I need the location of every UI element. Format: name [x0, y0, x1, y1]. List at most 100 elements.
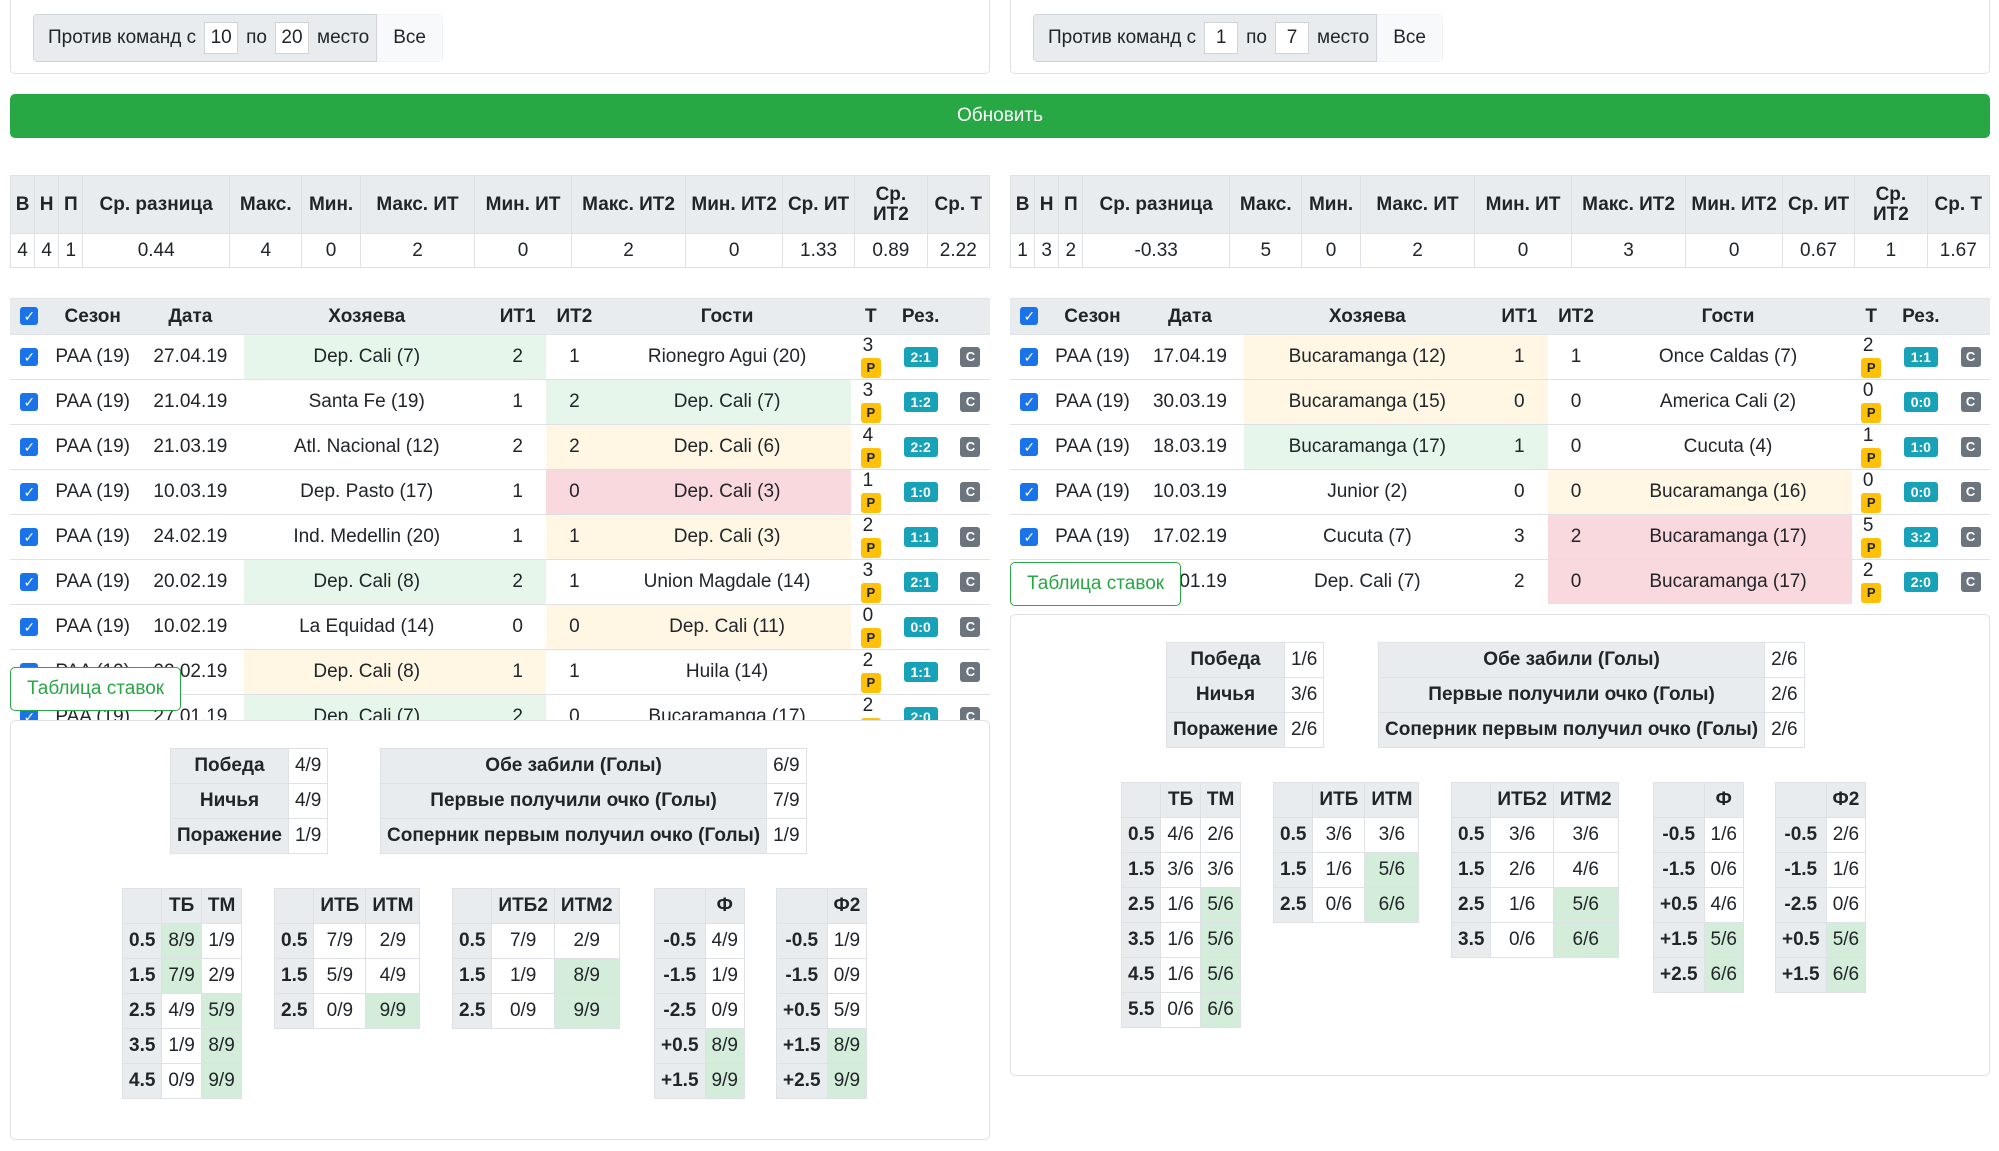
c-badge[interactable]: C [960, 346, 981, 367]
it1-cell: 1 [489, 514, 547, 560]
c-badge[interactable]: C [1960, 436, 1981, 457]
row-checkbox-cell[interactable]: ✓ [1010, 424, 1049, 470]
row-checkbox[interactable]: ✓ [1020, 392, 1039, 411]
p-badge[interactable]: P [860, 492, 881, 513]
c-badge[interactable]: C [960, 481, 981, 502]
score-badge[interactable]: 2:2 [903, 436, 938, 457]
score-badge[interactable]: 2:0 [1903, 571, 1938, 592]
result-label: Ничья [170, 783, 289, 819]
row-checkbox[interactable]: ✓ [20, 347, 39, 366]
score-badge[interactable]: 1:1 [1903, 346, 1938, 367]
filter-all-button[interactable]: Все [377, 14, 443, 62]
row-checkbox-cell[interactable]: ✓ [10, 604, 49, 650]
filter-from-input[interactable]: 10 [204, 22, 239, 54]
c-badge[interactable]: C [1960, 346, 1981, 367]
row-checkbox-cell[interactable]: ✓ [10, 514, 49, 560]
row-checkbox-cell[interactable]: ✓ [10, 424, 49, 470]
total-cell: 3P [851, 334, 891, 380]
filter-to-input[interactable]: 20 [275, 22, 309, 54]
stats-value: 2.22 [926, 233, 991, 268]
p-badge[interactable]: P [860, 672, 881, 693]
odds-header: ИТБ2 [1490, 782, 1554, 818]
score-badge[interactable]: 0:0 [1903, 481, 1938, 502]
p-badge[interactable]: P [1861, 402, 1882, 423]
row-checkbox[interactable]: ✓ [20, 437, 39, 456]
select-all-checkbox[interactable]: ✓ [1020, 307, 1039, 326]
goals-value: 1/9 [766, 818, 807, 854]
select-all-checkbox-cell[interactable]: ✓ [1010, 298, 1049, 335]
row-checkbox-cell[interactable]: ✓ [10, 469, 49, 515]
score-badge[interactable]: 2:1 [903, 346, 938, 367]
row-checkbox[interactable]: ✓ [1020, 437, 1039, 456]
p-badge[interactable]: P [860, 582, 881, 603]
c-badge[interactable]: C [960, 616, 981, 637]
c-badge[interactable]: C [960, 571, 981, 592]
row-checkbox[interactable]: ✓ [20, 392, 39, 411]
it2-cell: 0 [546, 604, 603, 650]
c-badge[interactable]: C [1960, 571, 1981, 592]
filter-to-input[interactable]: 7 [1275, 22, 1309, 54]
left-bets-table-button[interactable]: Таблица ставок [10, 667, 182, 711]
row-checkbox-cell[interactable]: ✓ [1010, 514, 1049, 560]
p-badge[interactable]: P [1861, 447, 1882, 468]
score-badge[interactable]: 1:0 [1903, 436, 1938, 457]
score-badge[interactable]: 1:0 [903, 481, 938, 502]
row-checkbox[interactable]: ✓ [20, 572, 39, 591]
odds-header [1775, 782, 1827, 818]
c-badge[interactable]: C [960, 661, 981, 682]
odds-header [1272, 782, 1314, 818]
row-checkbox-cell[interactable]: ✓ [1010, 379, 1049, 425]
score-badge[interactable]: 1:1 [903, 526, 938, 547]
c-badge[interactable]: C [1960, 391, 1981, 412]
right-odds-table: ИТБ ИТМ 0.5 3/6 3/6 1.5 1/6 5/6 2.5 0/6 6/6 [1272, 782, 1420, 923]
c-badge[interactable]: C [960, 391, 981, 412]
score-badge[interactable]: 0:0 [1903, 391, 1938, 412]
c-badge[interactable]: C [960, 526, 981, 547]
score-badge[interactable]: 0:0 [903, 616, 938, 637]
p-badge[interactable]: P [1861, 357, 1882, 378]
score-badge[interactable]: 3:2 [1903, 526, 1938, 547]
result-label: Ничья [1166, 677, 1285, 713]
score-badge[interactable]: 2:1 [903, 571, 938, 592]
odds-value: 9/9 [553, 993, 620, 1029]
row-checkbox[interactable]: ✓ [1020, 482, 1039, 501]
row-checkbox-cell[interactable]: ✓ [1010, 469, 1049, 515]
c-badge[interactable]: C [1960, 481, 1981, 502]
matches-header: Т [851, 298, 891, 335]
row-checkbox-cell[interactable]: ✓ [10, 334, 49, 380]
matches-header: Дата [1136, 298, 1244, 335]
p-badge[interactable]: P [860, 447, 881, 468]
result-cell: 1:1 [890, 649, 951, 695]
odds-line: +1.5 [1775, 957, 1827, 993]
stats-header: В [1009, 175, 1036, 234]
odds-value: 8/9 [161, 923, 202, 959]
filter-from-input[interactable]: 1 [1204, 22, 1239, 54]
score-badge[interactable]: 1:2 [903, 391, 938, 412]
row-checkbox-cell[interactable]: ✓ [10, 559, 49, 605]
filter-all-button[interactable]: Все [1377, 14, 1443, 62]
select-all-checkbox-cell[interactable]: ✓ [10, 298, 49, 335]
stats-value: 1 [1854, 233, 1928, 268]
row-checkbox-cell[interactable]: ✓ [1010, 334, 1049, 380]
row-checkbox[interactable]: ✓ [20, 482, 39, 501]
p-badge[interactable]: P [860, 357, 881, 378]
stats-header: Ср. ИТ2 [854, 175, 928, 234]
row-checkbox[interactable]: ✓ [1020, 527, 1039, 546]
right-bets-table-button[interactable]: Таблица ставок [1010, 562, 1182, 606]
select-all-checkbox[interactable]: ✓ [20, 307, 39, 326]
p-badge[interactable]: P [860, 537, 881, 558]
row-checkbox[interactable]: ✓ [20, 617, 39, 636]
score-badge[interactable]: 1:1 [903, 661, 938, 682]
c-badge[interactable]: C [960, 436, 981, 457]
c-badge[interactable]: C [1960, 526, 1981, 547]
p-badge[interactable]: P [1861, 582, 1882, 603]
p-badge[interactable]: P [860, 402, 881, 423]
row-checkbox[interactable]: ✓ [1020, 347, 1039, 366]
it1-cell: 2 [489, 424, 547, 470]
p-badge[interactable]: P [1861, 492, 1882, 513]
row-checkbox-cell[interactable]: ✓ [10, 379, 49, 425]
p-badge[interactable]: P [1861, 537, 1882, 558]
p-badge[interactable]: P [860, 627, 881, 648]
row-checkbox[interactable]: ✓ [20, 527, 39, 546]
update-button[interactable]: Обновить [10, 94, 1990, 138]
